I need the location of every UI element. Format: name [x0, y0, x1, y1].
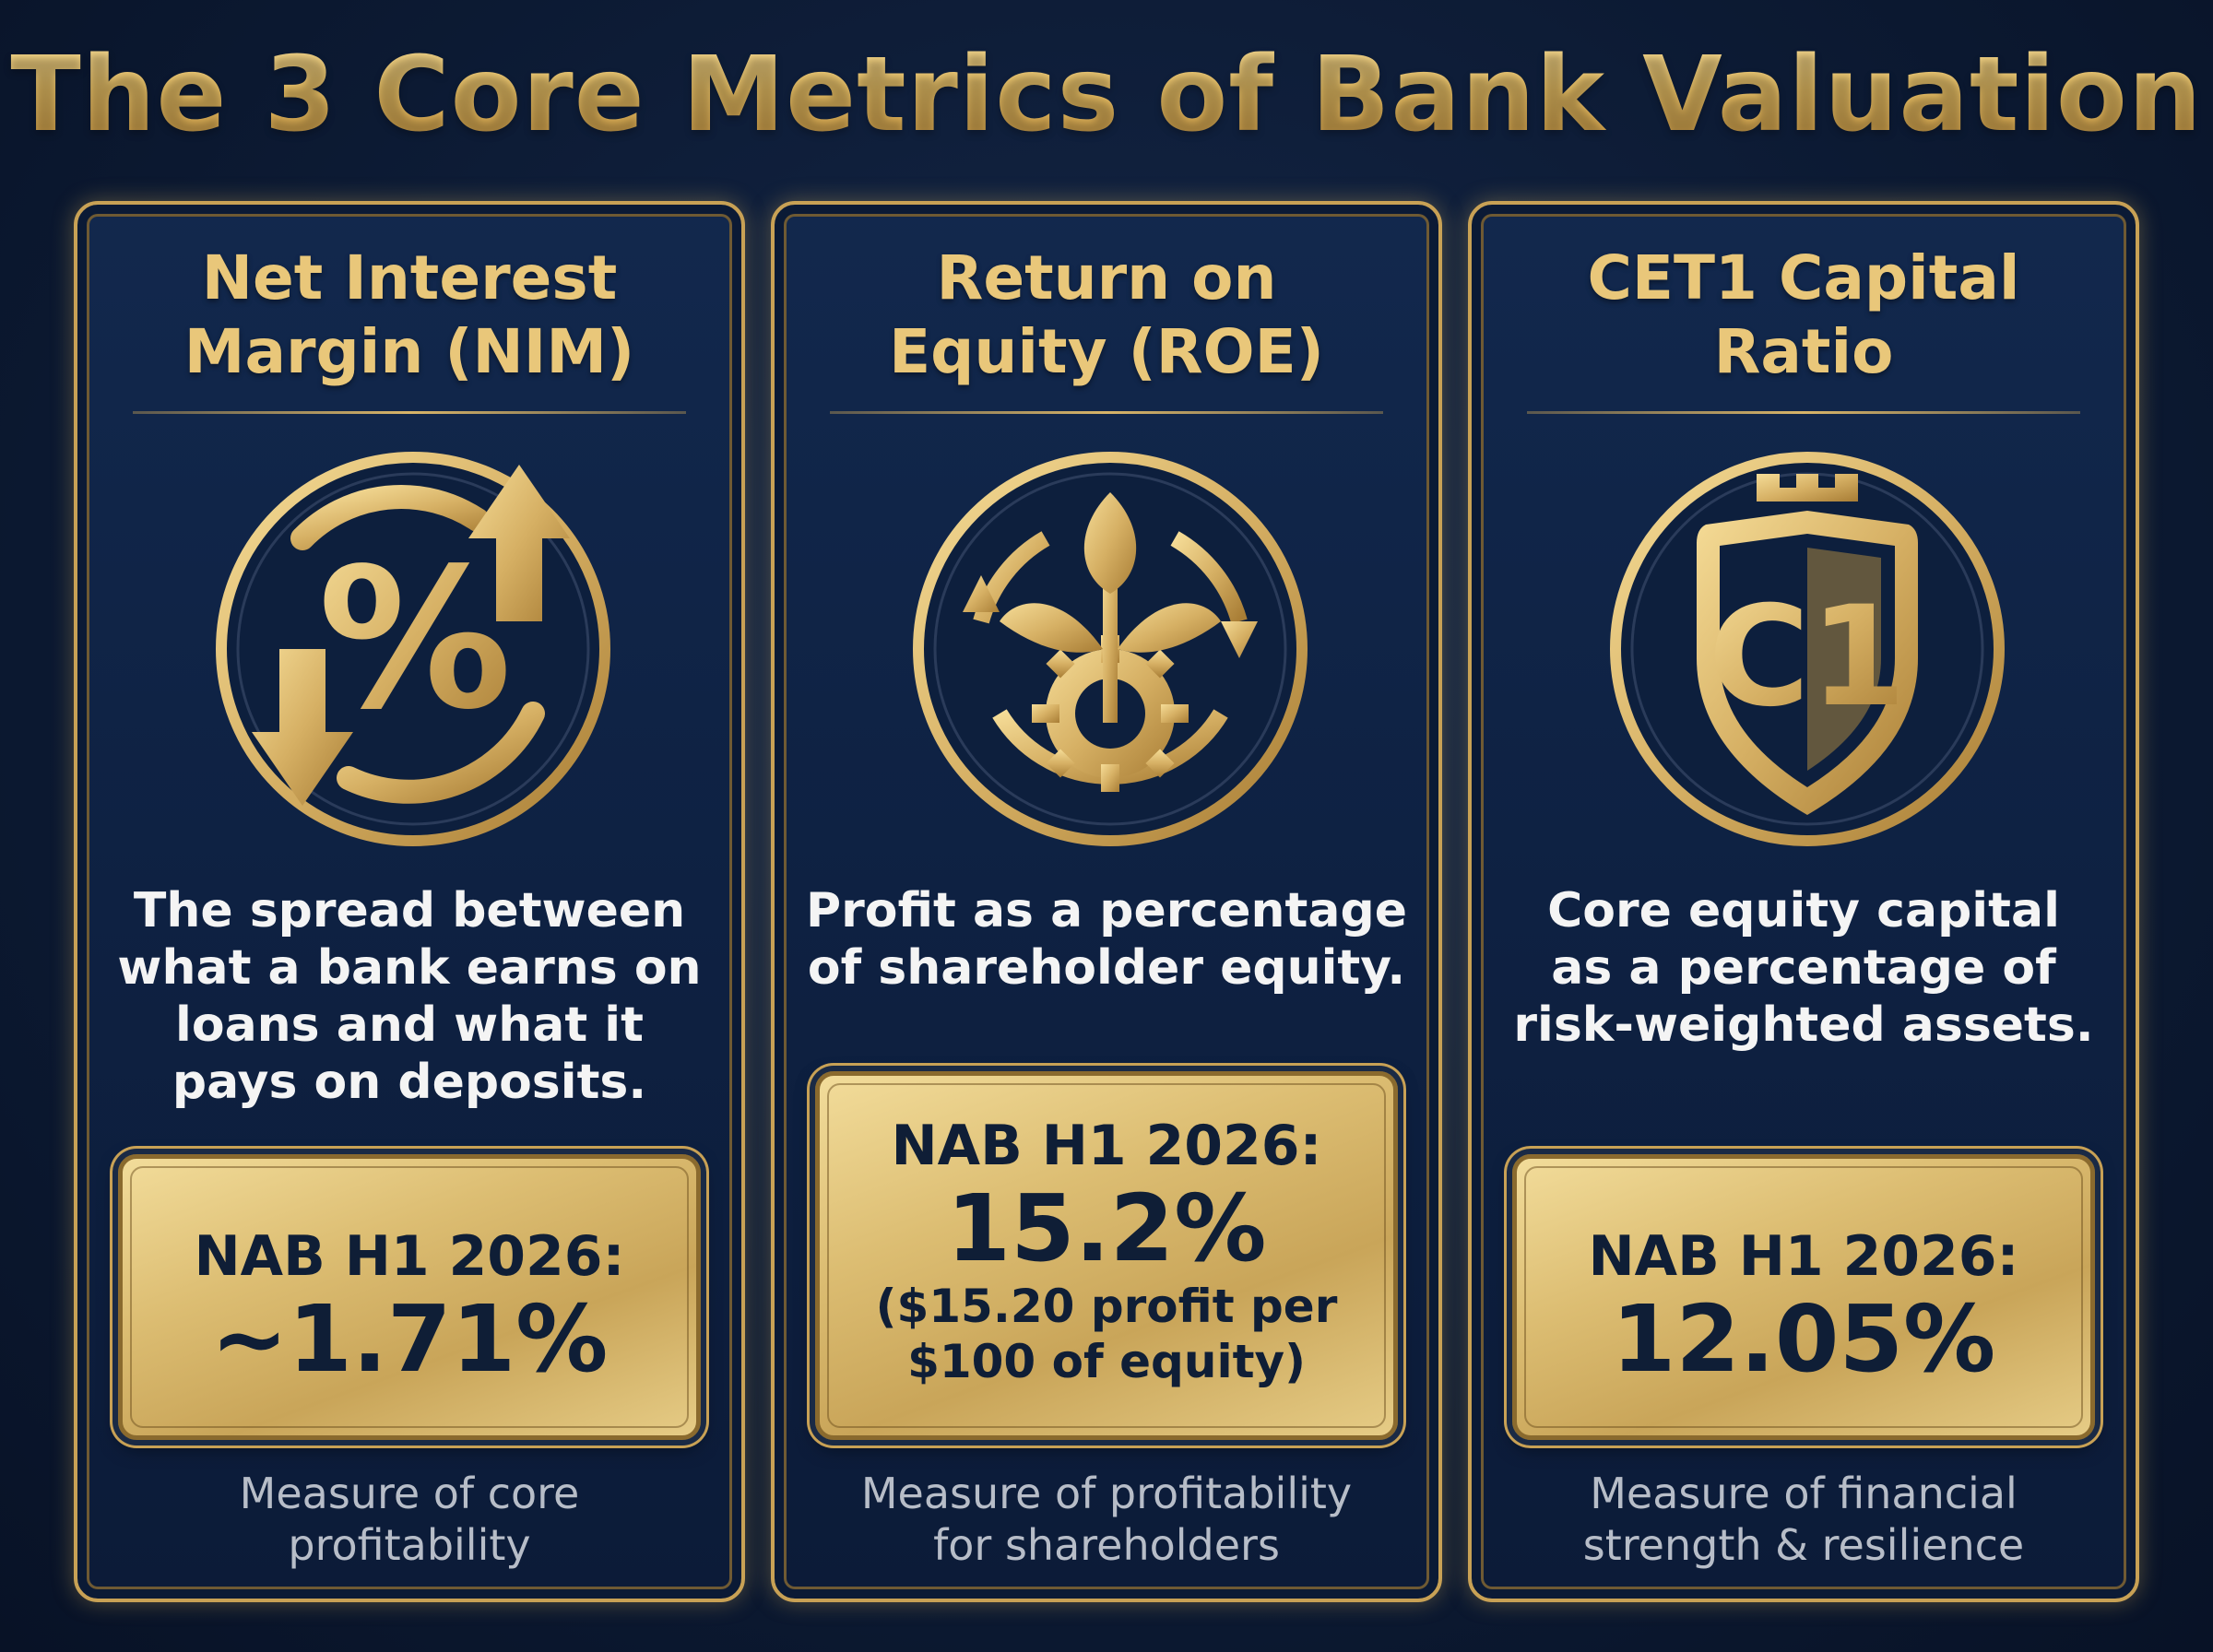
desc-line: risk-weighted assets. — [1513, 997, 2094, 1053]
metric-card-nim: Net Interest Margin (NIM) % The sp — [74, 201, 745, 1602]
value-note: $100 of equity) — [907, 1335, 1306, 1388]
card-title-line: Return on — [936, 242, 1277, 313]
card-title-line: Equity (ROE) — [889, 316, 1324, 387]
percent-arrows-icon: % — [201, 437, 625, 861]
footer-line: Measure of core — [239, 1469, 580, 1518]
card-title: Net Interest Margin (NIM) — [105, 242, 714, 389]
value-label: NAB H1 2026: — [1588, 1224, 2019, 1289]
value-figure: ~1.71% — [210, 1285, 609, 1393]
desc-line: pays on deposits. — [172, 1055, 647, 1110]
card-title-line: CET1 Capital — [1587, 242, 2020, 313]
desc-line: Profit as a percentage — [805, 883, 1407, 938]
value-note: ($15.20 profit per — [875, 1280, 1338, 1333]
shield-text: C1 — [1709, 577, 1906, 738]
value-label: NAB H1 2026: — [194, 1224, 625, 1289]
footer-line: for shareholders — [933, 1520, 1280, 1570]
card-description: Core equity capital as a percentage of r… — [1499, 882, 2108, 1054]
divider — [133, 411, 686, 414]
value-label: NAB H1 2026: — [891, 1114, 1322, 1178]
card-title-line: Ratio — [1713, 316, 1894, 387]
page-title: The 3 Core Metrics of Bank Valuation — [0, 35, 2213, 155]
metric-card-roe: Return on Equity (ROE) — [771, 201, 1442, 1602]
divider — [830, 411, 1383, 414]
card-footer: Measure of profitability for shareholder… — [793, 1468, 1420, 1571]
card-description: Profit as a percentage of shareholder eq… — [802, 882, 1411, 997]
desc-line: loans and what it — [175, 997, 644, 1053]
card-description: The spread between what a bank earns on … — [105, 882, 714, 1111]
desc-line: what a bank earns on — [117, 940, 702, 996]
card-title: CET1 Capital Ratio — [1499, 242, 2108, 389]
value-figure: 15.2% — [946, 1174, 1267, 1282]
plant-gear-icon — [898, 437, 1322, 861]
desc-line: as a percentage of — [1551, 940, 2056, 996]
divider — [1527, 411, 2080, 414]
metric-card-cet1: CET1 Capital Ratio C1 Core equity — [1468, 201, 2139, 1602]
footer-line: Measure of financial — [1590, 1469, 2018, 1518]
value-box: NAB H1 2026: 15.2% ($15.20 profit per $1… — [815, 1071, 1398, 1440]
card-footer: Measure of core profitability — [96, 1468, 723, 1571]
desc-line: The spread between — [133, 883, 686, 938]
desc-line: Core equity capital — [1547, 883, 2060, 938]
card-title-line: Margin (NIM) — [183, 316, 635, 387]
svg-text:%: % — [318, 526, 512, 752]
card-title-line: Net Interest — [201, 242, 618, 313]
footer-line: profitability — [288, 1520, 531, 1570]
footer-line: strength & resilience — [1582, 1520, 2025, 1570]
value-figure: 12.05% — [1611, 1285, 1996, 1393]
value-box: NAB H1 2026: ~1.71% — [118, 1154, 701, 1440]
card-title: Return on Equity (ROE) — [802, 242, 1411, 389]
card-footer: Measure of financial strength & resilien… — [1490, 1468, 2117, 1571]
shield-castle-icon: C1 — [1595, 437, 2019, 861]
footer-line: Measure of profitability — [860, 1469, 1353, 1518]
value-box: NAB H1 2026: 12.05% — [1512, 1154, 2095, 1440]
desc-line: of shareholder equity. — [807, 940, 1406, 996]
